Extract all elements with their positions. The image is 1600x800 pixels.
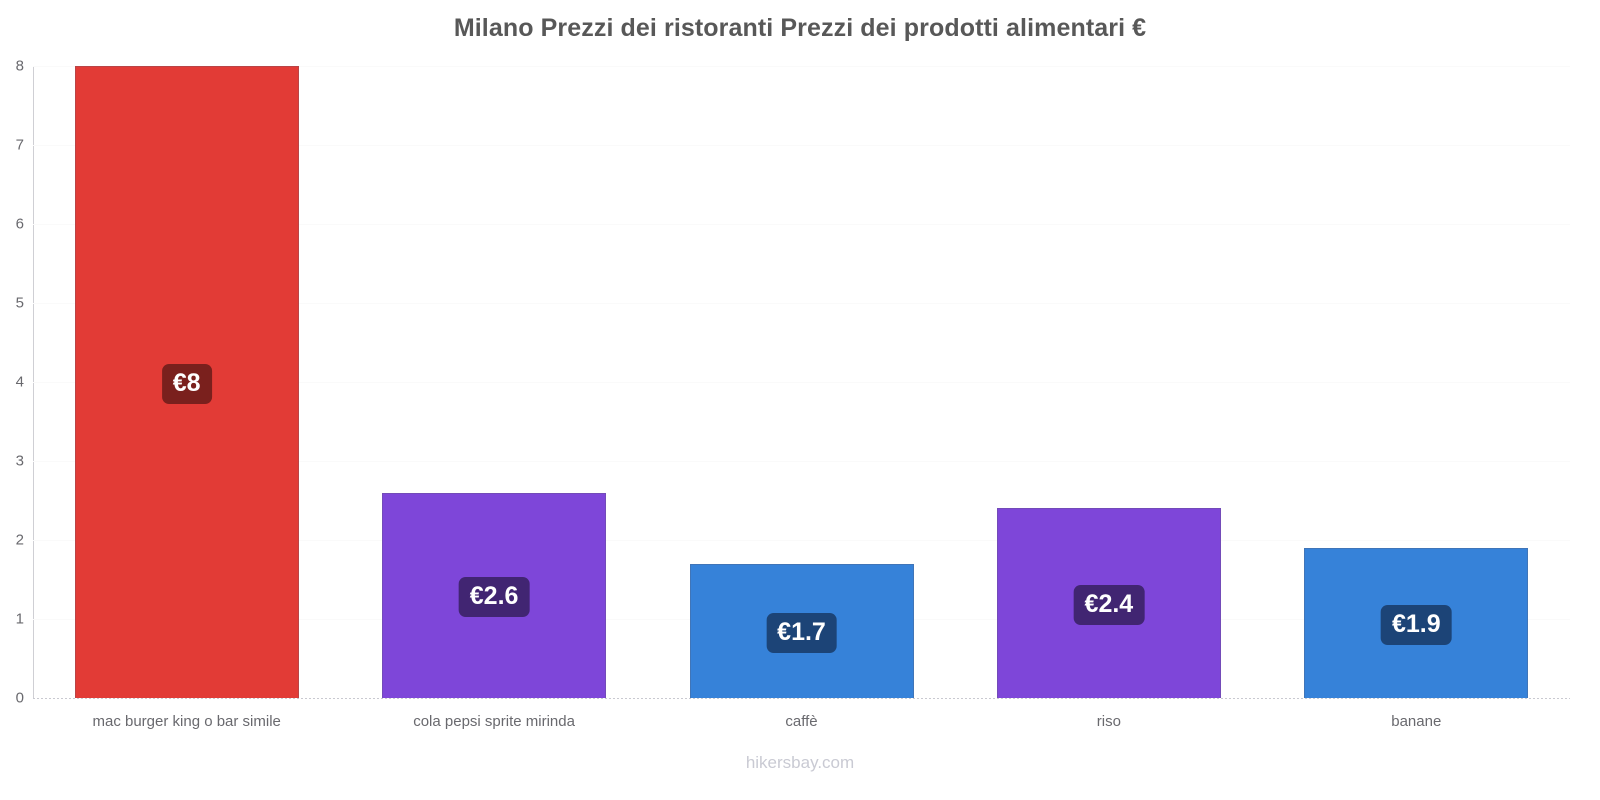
gridline: [33, 66, 1570, 67]
bar-value-label: €2.6: [458, 577, 530, 618]
x-axis-tick-label: riso: [1096, 713, 1121, 730]
x-axis-tick-label: cola pepsi sprite mirinda: [413, 713, 575, 730]
gridline: [33, 224, 1570, 225]
bar-value-label: €1.9: [1380, 604, 1452, 645]
bar[interactable]: €2.4: [996, 508, 1221, 698]
x-axis-tick-label: mac burger king o bar simile: [92, 713, 281, 730]
y-axis-tick-label: 6: [15, 215, 24, 233]
y-axis-tick-label: 7: [15, 136, 24, 154]
bar[interactable]: €1.9: [1304, 547, 1529, 698]
y-axis-tick-label: 5: [15, 294, 24, 312]
gridline: [33, 303, 1570, 304]
bar[interactable]: €1.7: [689, 563, 914, 698]
bar[interactable]: €2.6: [382, 492, 607, 698]
gridline: [33, 145, 1570, 146]
chart-title: Milano Prezzi dei ristoranti Prezzi dei …: [453, 14, 1147, 42]
y-axis-tick-label: 0: [15, 689, 24, 707]
y-axis-tick-label: 3: [15, 452, 24, 470]
bar[interactable]: €8: [74, 66, 299, 698]
gridline: [33, 461, 1570, 462]
x-axis-tick-label: banane: [1391, 713, 1442, 730]
plot-area: €8 €2.6 €1.7 €2.4 €1.9: [33, 66, 1570, 698]
gridline: [33, 540, 1570, 541]
x-axis-tick-label: caffè: [785, 713, 818, 730]
gridline: [33, 382, 1570, 383]
footer-credit: hikersbay.com: [745, 753, 855, 772]
y-axis-tick-label: 1: [15, 610, 24, 628]
bar-value-label: €8: [161, 364, 212, 404]
y-axis-tick-label: 2: [15, 531, 24, 549]
bar-value-label: €2.4: [1073, 585, 1145, 626]
y-axis-tick-label: 8: [15, 57, 24, 75]
y-axis-tick-label: 4: [15, 373, 24, 391]
x-axis-line: [33, 698, 1570, 699]
bar-value-label: €1.7: [766, 612, 837, 653]
